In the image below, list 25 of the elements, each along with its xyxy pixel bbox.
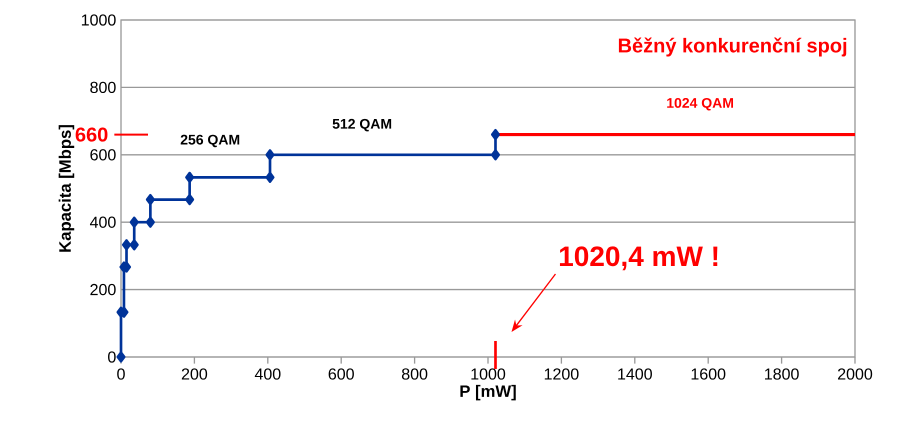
y-tick-label: 600: [90, 149, 116, 160]
y-axis-title: Kapacita [Mbps]: [58, 125, 74, 252]
annotation: 512 QAM: [332, 118, 392, 132]
y-tick-label: 1000: [82, 14, 116, 26]
x-tick-label: 200: [182, 368, 208, 380]
text: Běžný konkurenční spoj: [618, 37, 846, 57]
x-tick-label: 1800: [765, 368, 799, 380]
y-tick-label: 400: [90, 216, 116, 228]
annotation: 1024 QAM: [667, 98, 734, 111]
x-tick-label: 1600: [692, 368, 726, 380]
y-tick-label: 0: [108, 351, 116, 363]
x-tick-label: 1200: [544, 368, 579, 380]
annotation: 256 QAM: [180, 134, 240, 148]
x-tick-label: 400: [254, 368, 281, 380]
y-tick-label: 800: [90, 82, 116, 94]
x-tick-label: 0: [117, 368, 125, 380]
x-axis-title: P [mW]: [460, 384, 516, 400]
annotation: 1020,4 mW !: [560, 246, 718, 270]
x-tick-label: 2000: [838, 368, 872, 380]
x-tick-label: 1400: [618, 368, 652, 380]
x-tick-label: 600: [328, 368, 354, 380]
text: 660: [76, 127, 108, 142]
x-tick-label: 1000: [471, 368, 506, 380]
y-tick-label: 200: [90, 284, 116, 296]
x-tick-label: 800: [402, 368, 428, 380]
